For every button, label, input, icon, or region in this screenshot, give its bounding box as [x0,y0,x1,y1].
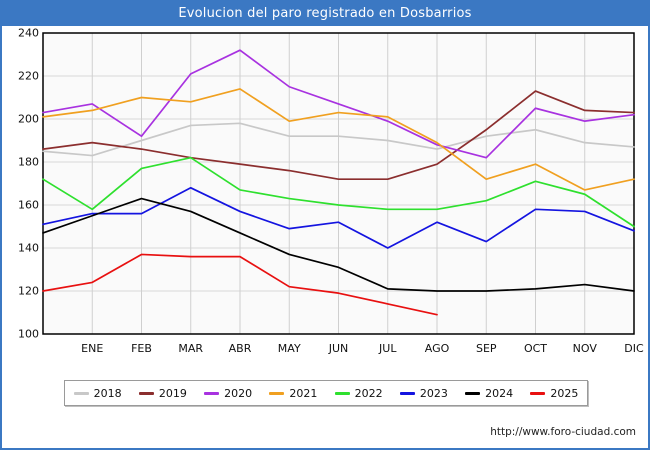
legend-item-2025[interactable]: 2025 [530,387,578,400]
legend-swatch-2018 [73,391,89,395]
x-tick-label-ago: AGO [424,342,450,355]
x-tick-label-may: MAY [277,342,301,355]
legend-item-2019[interactable]: 2019 [138,386,187,400]
legend-swatch-2024 [465,391,481,395]
legend-item-2020[interactable]: 2020 [204,387,252,400]
y-tick-label: 240 [18,26,39,40]
window-title-bar: Evolucion del paro registrado en Dosbarr… [2,2,648,26]
legend-item-2024[interactable]: 2024 [465,387,513,400]
legend-swatch-2021 [269,391,285,395]
series-line-2018 [42,122,635,157]
x-tick-label-ene: ENE [81,342,104,355]
series-line-2020 [42,49,635,159]
legend-label-2023: 2023 [419,386,448,400]
legend-item-2022[interactable]: 2022 [334,386,383,400]
data-series-lines [42,49,635,316]
legend-label-2019: 2019 [158,386,187,400]
legend-swatch-2019 [138,391,154,395]
legend-swatch-2022 [334,391,350,395]
x-tick-label-jun: JUN [328,342,349,355]
x-tick-label-oct: OCT [523,342,548,355]
legend-label-2024: 2024 [485,386,514,400]
legend-label-2020: 2020 [224,386,253,400]
legend-label-2018: 2018 [93,386,122,400]
y-tick-label: 120 [18,284,39,298]
line-chart-svg [42,32,635,335]
legend-item-2021[interactable]: 2021 [269,387,317,400]
source-url: http://www.foro-ciudad.com [490,426,636,438]
y-tick-label: 140 [18,241,39,255]
legend-item-2023[interactable]: 2023 [399,386,448,400]
legend-swatch-2025 [530,391,546,395]
chart-legend: 2018 2019 2020 2021 2022 2023 2024 2025 [64,380,588,406]
x-tick-label-jul: JUL [379,342,397,355]
chart-plot-area [2,26,648,372]
page-title: Evolucion del paro registrado en Dosbarr… [178,6,472,21]
x-axis-tick-labels: ENE FEB MAR ABR MAY JUN JUL AGO SEP OCT NOV DIC [2,336,648,358]
series-line-2019 [42,90,635,181]
y-tick-label: 200 [18,112,39,126]
grid-lines [43,33,635,334]
x-tick-label-mar: MAR [178,342,204,355]
legend-label-2021: 2021 [289,386,318,400]
legend-swatch-2020 [204,391,220,395]
legend-swatch-2023 [399,391,415,395]
y-tick-label: 220 [18,69,39,83]
series-line-2021 [42,88,635,191]
y-tick-label: 180 [18,155,39,169]
legend-label-2022: 2022 [354,386,383,400]
y-tick-label: 100 [18,327,39,341]
x-tick-label-abr: ABR [228,342,252,355]
y-tick-label: 160 [18,198,39,212]
x-tick-label-sep: SEP [475,342,497,355]
legend-label-2025: 2025 [550,386,579,400]
x-tick-label-nov: NOV [572,342,597,355]
series-line-2023 [42,186,635,249]
y-axis-tick-labels: 100 120 140 160 180 200 220 240 [2,26,39,372]
x-tick-label-dic: DIC [624,342,644,355]
series-line-2022 [42,156,635,228]
series-line-2024 [42,197,635,292]
legend-item-2018[interactable]: 2018 [73,386,122,400]
plot-border [42,32,635,335]
series-line-2025 [42,253,438,316]
x-tick-label-feb: FEB [131,342,152,355]
